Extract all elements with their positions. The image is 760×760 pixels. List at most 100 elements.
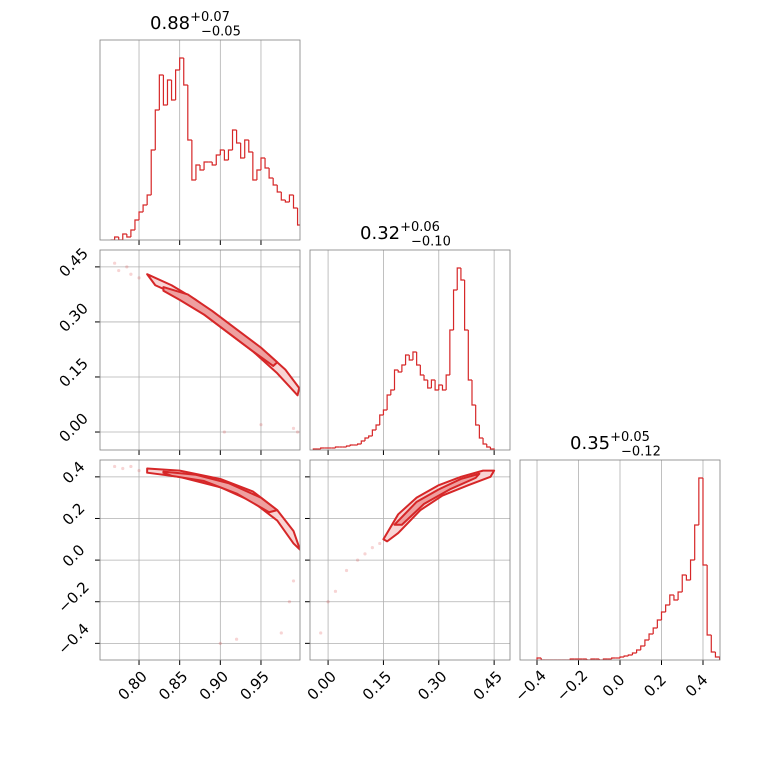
histogram-step <box>416 352 421 366</box>
panel-data <box>110 57 300 240</box>
panel-frame <box>309 249 511 451</box>
y-tick-label: 0.15 <box>55 354 91 390</box>
histogram-step <box>540 658 546 660</box>
sample-point <box>234 637 239 641</box>
histogram-step <box>268 168 274 179</box>
sample-point <box>363 552 367 556</box>
histogram-step <box>441 385 447 391</box>
histogram-step <box>345 445 351 447</box>
histogram-step <box>665 604 670 612</box>
histogram-step <box>673 595 679 601</box>
histogram-step <box>430 379 436 388</box>
panel-frame <box>519 459 721 661</box>
y-tick-label: −0.4 <box>54 620 92 658</box>
histogram-step <box>434 380 439 391</box>
histogram-step <box>244 139 249 158</box>
title-value: 0.88 <box>150 13 190 34</box>
histogram-step <box>227 149 233 160</box>
histogram-step <box>694 524 699 560</box>
sample-point <box>259 423 263 427</box>
histogram-step <box>138 211 144 220</box>
histogram-step <box>272 178 278 186</box>
x-tick-label: −0.4 <box>511 666 549 704</box>
histogram-step <box>460 268 465 281</box>
histogram-step <box>187 85 192 141</box>
histogram-step <box>419 365 425 376</box>
sample-point <box>222 430 226 434</box>
histogram-step <box>482 438 487 445</box>
title-lower: −0.10 <box>411 235 451 250</box>
histogram-step <box>179 57 184 70</box>
title-upper: +0.07 <box>190 10 230 25</box>
histogram-step <box>714 652 720 660</box>
histogram-step <box>652 627 658 634</box>
histogram-step <box>223 150 229 161</box>
histogram-step <box>357 443 362 445</box>
sample-point <box>218 641 222 645</box>
x-tick-label: 0.85 <box>155 667 191 703</box>
sample-point <box>137 276 141 280</box>
sample-point <box>344 568 349 573</box>
panel-frame <box>99 39 301 241</box>
sample-point <box>287 600 292 604</box>
histogram-step <box>619 656 625 658</box>
histogram-step <box>142 204 148 212</box>
histogram-step <box>445 374 450 390</box>
x-tick-label: 0.15 <box>359 667 395 703</box>
histogram-step <box>635 649 641 653</box>
histogram-step <box>130 229 135 237</box>
y-tick-label: 0.45 <box>55 244 91 280</box>
histogram-step <box>284 200 290 203</box>
histogram-step <box>118 237 123 240</box>
histogram-step <box>464 280 469 331</box>
histogram-step <box>478 425 484 439</box>
histogram-step <box>276 185 282 193</box>
sample-point <box>129 464 133 469</box>
histogram-step <box>669 594 674 605</box>
histogram-step <box>644 639 650 646</box>
sample-point <box>113 261 117 265</box>
histogram-step <box>292 195 298 209</box>
y-tick-label: 0.0 <box>59 541 89 571</box>
histogram-step <box>656 619 662 628</box>
histogram-step <box>640 645 645 650</box>
title-lower: −0.05 <box>201 25 241 40</box>
histogram-step <box>486 444 491 448</box>
histogram-step <box>170 80 176 101</box>
sample-point <box>326 600 330 604</box>
histogram-step <box>215 154 221 165</box>
histogram-step <box>397 370 402 373</box>
histogram-step <box>393 369 399 390</box>
x-tick-label: 0.2 <box>640 671 670 701</box>
histogram-step <box>288 194 294 202</box>
sample-point <box>125 265 129 269</box>
contour <box>162 286 279 367</box>
histogram-step <box>264 158 270 169</box>
histogram-step <box>371 429 377 436</box>
histogram-step <box>195 164 200 180</box>
histogram-step <box>219 149 225 155</box>
histogram-step <box>199 165 205 171</box>
histogram-step <box>412 351 417 360</box>
histogram-step <box>191 140 196 181</box>
histogram-step <box>386 394 391 410</box>
histogram-step <box>475 405 480 426</box>
y-tick-label: 0.4 <box>59 458 89 488</box>
histogram-step <box>660 611 666 620</box>
contour <box>393 472 481 526</box>
histogram-step <box>681 574 687 592</box>
y-tick-label: −0.2 <box>54 578 92 616</box>
histogram-step <box>438 384 443 390</box>
histogram-step <box>334 446 340 448</box>
histogram-step <box>211 162 217 166</box>
panel-grid <box>536 460 704 665</box>
histogram-step <box>702 478 708 566</box>
histogram-step <box>404 354 410 365</box>
y-tick-label: 0.30 <box>55 299 91 335</box>
contour <box>382 469 496 543</box>
sample-point <box>137 469 141 473</box>
panel-title: 0.88+0.07 <box>150 10 230 35</box>
histogram-step <box>126 234 131 238</box>
histogram-step <box>536 657 542 660</box>
